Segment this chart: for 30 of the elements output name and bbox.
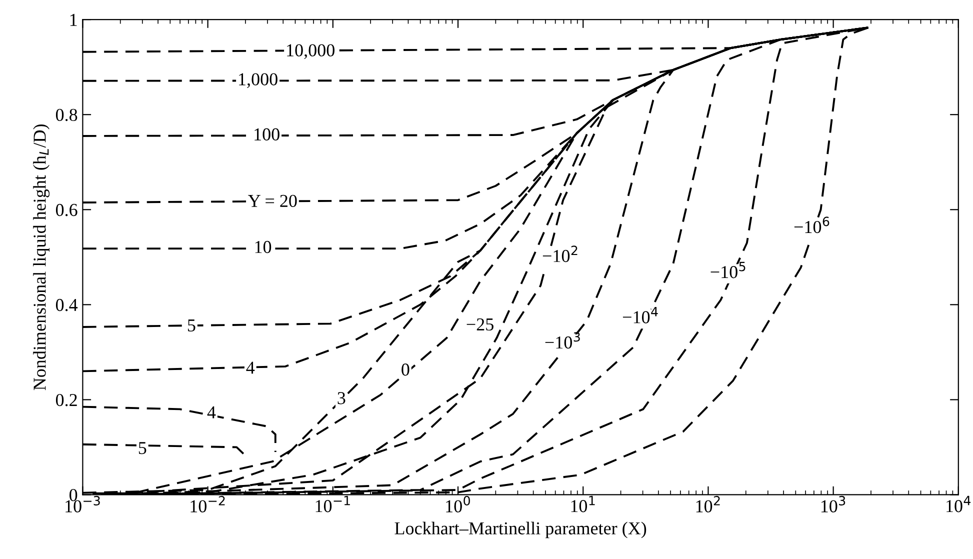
y-axis-title: Nondimensional liquid height (h$_{L}$/D) [33,124,50,390]
annotation: 10 [255,240,272,254]
annotation: −25 [466,318,494,331]
annotation: 3 [338,392,346,404]
y-tick-label: 0.8 [56,108,78,122]
annotation: 4 [207,406,216,418]
annotation: −10$^{6}$ [794,216,830,234]
x-tick-label: 10$^{−2}$ [190,496,225,512]
x-tick-label: 10$^{−1}$ [316,496,350,512]
y-tick-label: 0.4 [56,298,78,312]
x-tick-label: 10$^{4}$ [946,496,971,512]
x-tick-label: 10$^{0}$ [446,496,470,512]
annotation: 1,000 [239,73,278,88]
annotation: 5 [138,442,146,454]
y-tick-label: 0.6 [56,204,78,216]
x-tick-label: 10$^{1}$ [571,496,595,512]
annotation: −10$^{2}$ [542,246,578,262]
annotation: 0 [402,364,410,376]
annotation: Y = 20 [248,194,297,208]
x-tick-label: 10$^{3}$ [821,496,846,512]
annotation: −10$^{4}$ [622,307,658,324]
annotation: 5 [188,320,196,332]
y-tick-label: 0.2 [56,394,77,406]
annotation: 10,000 [287,44,334,59]
x-axis-title: Lockhart–Martinelli parameter (X) [394,522,646,538]
annotation: 100 [254,128,280,140]
annotation: 4 [246,362,255,374]
annotation: −10$^{5}$ [710,262,746,278]
x-tick-label: 10$^{2}$ [696,496,720,512]
y-tick-label: 1 [70,14,77,26]
